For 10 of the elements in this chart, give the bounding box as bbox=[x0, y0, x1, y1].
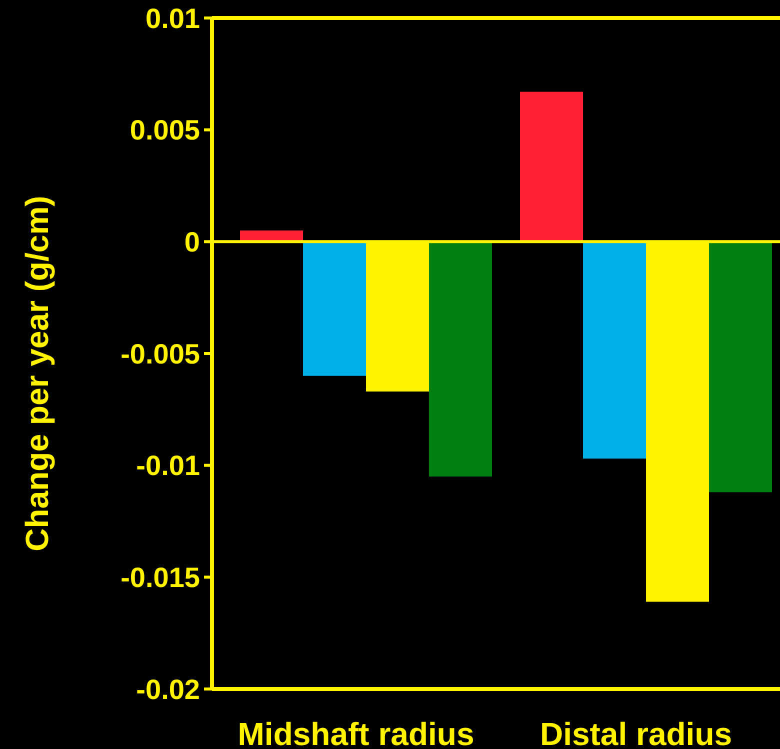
y-tick-label: 0.005 bbox=[130, 114, 200, 146]
y-axis-title: Change per year (g/cm) bbox=[19, 196, 55, 552]
y-tick-label: -0.005 bbox=[120, 338, 200, 370]
y-tick-label: 0 bbox=[184, 226, 200, 258]
y-tick-label: -0.02 bbox=[136, 674, 200, 705]
y-tick-label: -0.015 bbox=[120, 562, 200, 593]
y-tick-label: 0.01 bbox=[146, 2, 200, 34]
x-tick-label: Distal radius bbox=[540, 716, 732, 749]
x-tick-label: Midshaft radius bbox=[238, 716, 474, 749]
y-tick-label: -0.01 bbox=[136, 450, 200, 482]
